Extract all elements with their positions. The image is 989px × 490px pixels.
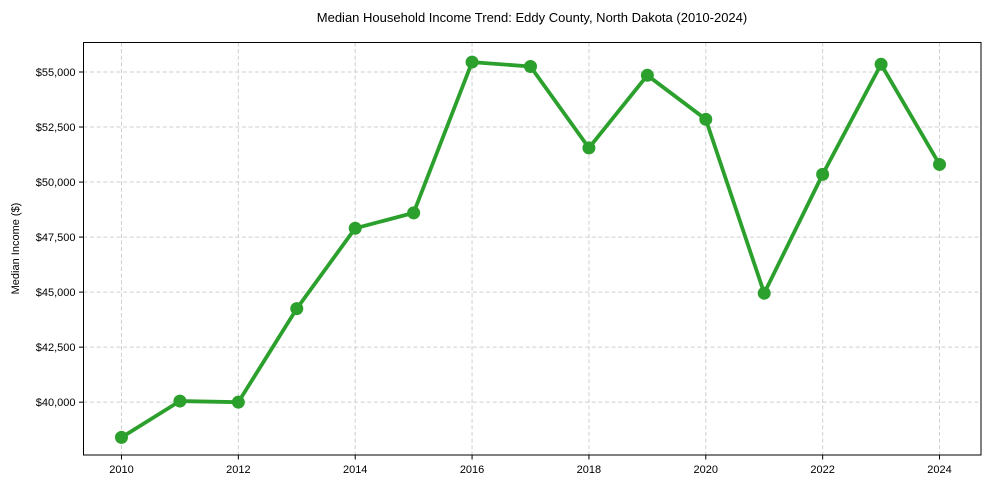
x-tick-label: 2012 (226, 464, 250, 476)
y-tick-label: $45,000 (36, 287, 76, 299)
data-point (231, 395, 245, 409)
y-tick-label: $55,000 (36, 67, 76, 79)
x-tick-label: 2024 (927, 464, 951, 476)
data-point (874, 57, 888, 71)
data-point (933, 157, 947, 171)
x-tick-label: 2010 (109, 464, 133, 476)
y-tick-label: $40,000 (36, 397, 76, 409)
data-point (290, 302, 304, 316)
data-point (114, 430, 128, 444)
y-tick-label: $42,500 (36, 342, 76, 354)
data-point (757, 286, 771, 300)
axes: 2010 2012 2014 2016 2018 2020 2022 2024 $40,000 $… (36, 42, 982, 476)
y-tick-label: $52,500 (36, 122, 76, 134)
trend-line (119, 60, 942, 440)
y-tick-label: $50,000 (36, 177, 76, 189)
y-tick-label: $47,500 (36, 232, 76, 244)
data-point (640, 68, 654, 82)
data-series (114, 55, 947, 444)
x-tick-label: 2016 (460, 464, 484, 476)
data-point (173, 394, 187, 408)
data-point (348, 221, 362, 235)
data-point (699, 112, 713, 126)
data-point (407, 206, 421, 220)
data-point (582, 141, 596, 155)
data-point (816, 167, 830, 181)
y-axis-label: Median Income ($) (10, 203, 22, 295)
plot-border (83, 42, 982, 456)
x-tick-label: 2018 (577, 464, 601, 476)
gridlines (83, 42, 981, 455)
x-tick-label: 2022 (810, 464, 834, 476)
x-tick-label: 2014 (343, 464, 367, 476)
data-point (465, 55, 479, 69)
x-tick-label: 2020 (694, 464, 718, 476)
chart-title: Median Household Income Trend: Eddy Coun… (317, 10, 747, 25)
data-point (523, 59, 537, 73)
